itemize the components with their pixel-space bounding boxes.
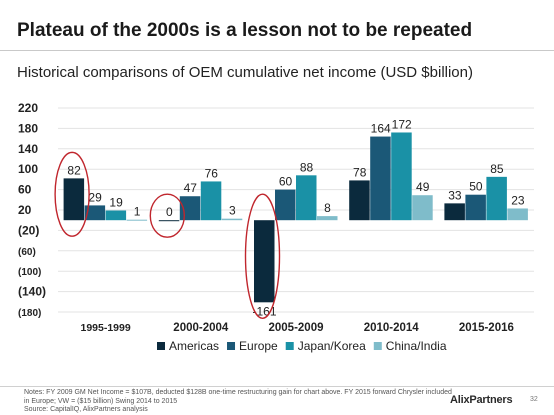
y-tick-label: (60) — [18, 247, 36, 258]
page-number: 32 — [530, 396, 538, 403]
bar-chart: 2201801401006020(20)(60)(100)(140)(180)8… — [18, 101, 534, 353]
bar — [444, 203, 465, 221]
page-title: Plateau of the 2000s is a lesson not to … — [17, 20, 473, 41]
data-label: 50 — [469, 180, 483, 194]
legend-label: China/India — [386, 339, 447, 353]
data-label: 76 — [205, 166, 219, 180]
y-tick-label: (180) — [18, 308, 41, 319]
legend-swatch — [157, 342, 165, 350]
data-label: 33 — [448, 188, 462, 202]
data-label: 1 — [134, 205, 141, 219]
source-text: Source: CapitalIQ, AlixPartners analysis — [24, 406, 148, 413]
y-tick-label: 220 — [18, 101, 38, 115]
y-tick-label: 180 — [18, 121, 38, 135]
data-label: 49 — [416, 180, 430, 194]
highlight-ellipse — [244, 193, 281, 320]
legend-label: Europe — [239, 339, 278, 353]
footer: Notes: FY 2009 GM Net Income = $107B, de… — [0, 386, 554, 415]
bar — [317, 216, 338, 221]
bar — [200, 181, 222, 221]
y-tick-label: (140) — [18, 285, 46, 299]
bar — [465, 194, 486, 221]
data-label: 19 — [109, 196, 123, 210]
bar — [63, 178, 85, 221]
bar — [275, 189, 296, 221]
data-label: 172 — [392, 117, 412, 131]
legend-swatch — [285, 342, 294, 350]
x-category-label: 1995-1999 — [80, 322, 130, 334]
footnotes: Notes: FY 2009 GM Net Income = $107B, de… — [24, 389, 454, 415]
y-tick-label: 20 — [18, 203, 32, 217]
data-label: 47 — [184, 181, 198, 195]
y-tick-label: (20) — [18, 223, 39, 237]
bar — [221, 218, 243, 221]
bar — [391, 132, 412, 221]
y-tick-label: 140 — [18, 142, 38, 156]
bar — [126, 219, 148, 221]
data-label: -161 — [252, 304, 276, 318]
alixpartners-logo: AlixPartners — [450, 394, 513, 406]
bar — [370, 136, 391, 221]
data-label: 164 — [371, 122, 391, 136]
data-label: 88 — [300, 160, 314, 174]
bar — [84, 205, 106, 221]
data-label: 0 — [166, 205, 173, 219]
bar — [412, 195, 433, 221]
legend-swatch — [227, 342, 236, 350]
bar — [486, 176, 507, 221]
footer-divider — [0, 386, 554, 387]
bar — [349, 180, 370, 221]
bar — [296, 175, 317, 221]
data-label: 60 — [279, 175, 293, 189]
legend-label: Japan/Korea — [298, 339, 366, 353]
data-label: 3 — [229, 204, 236, 218]
data-label: 82 — [67, 163, 81, 177]
bar — [254, 220, 275, 303]
data-label: 8 — [324, 201, 331, 215]
data-label: 23 — [511, 193, 525, 207]
bar — [158, 220, 180, 222]
bar — [507, 208, 528, 221]
data-label: 29 — [88, 190, 102, 204]
highlight-ellipse — [54, 151, 90, 237]
notes-text: Notes: FY 2009 GM Net Income = $107B, de… — [24, 389, 452, 405]
x-category-label: 2005-2009 — [269, 322, 324, 334]
legend-swatch — [373, 342, 382, 350]
data-label: 78 — [353, 165, 367, 179]
x-category-label: 2015-2016 — [459, 322, 514, 334]
x-category-label: 2000-2004 — [173, 322, 229, 334]
title-divider — [0, 50, 554, 51]
chart-subtitle: Historical comparisons of OEM cumulative… — [17, 64, 473, 81]
y-tick-label: (100) — [18, 267, 41, 278]
bar — [105, 210, 127, 221]
data-label: 85 — [490, 162, 504, 176]
legend-label: Americas — [169, 339, 219, 353]
y-tick-label: 60 — [18, 183, 32, 197]
y-tick-label: 100 — [18, 162, 38, 176]
x-category-label: 2010-2014 — [364, 322, 420, 334]
highlight-ellipse — [149, 193, 186, 238]
